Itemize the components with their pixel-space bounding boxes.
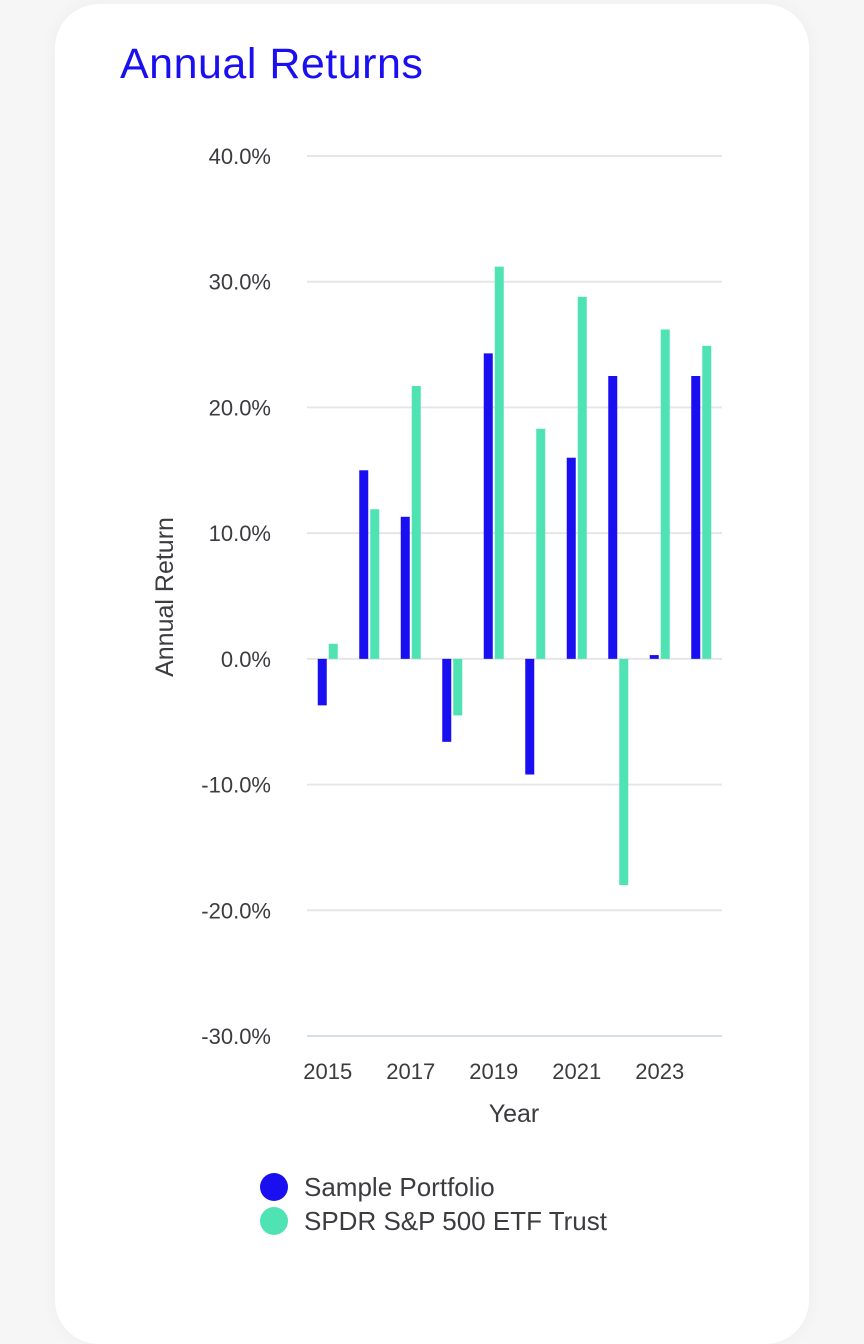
bar-benchmark-2023[interactable] [660, 329, 670, 659]
x-tick-label: 2019 [469, 1059, 518, 1084]
bar-benchmark-2016[interactable] [370, 509, 380, 659]
bar-portfolio-2017[interactable] [400, 516, 410, 659]
bar-benchmark-2020[interactable] [536, 428, 546, 659]
y-tick-label: 10.0% [209, 521, 271, 546]
y-tick-label: 30.0% [209, 270, 271, 295]
x-tick-label: 2023 [635, 1059, 684, 1084]
bar-portfolio-2021[interactable] [566, 457, 576, 659]
bar-benchmark-2021[interactable] [577, 296, 587, 659]
bar-benchmark-2022[interactable] [619, 658, 629, 886]
bar-portfolio-2020[interactable] [525, 658, 535, 775]
y-tick-label: -30.0% [201, 1024, 271, 1049]
bar-portfolio-2016[interactable] [359, 470, 369, 659]
bar-portfolio-2024[interactable] [691, 376, 701, 659]
legend-item-benchmark[interactable]: SPDR S&P 500 ETF Trust [260, 1204, 607, 1238]
x-axis-title: Year [489, 1100, 540, 1128]
y-tick-label: 40.0% [209, 144, 271, 169]
bar-benchmark-2015[interactable] [328, 643, 338, 659]
legend: Sample Portfolio SPDR S&P 500 ETF Trust [260, 1170, 607, 1238]
legend-label-benchmark: SPDR S&P 500 ETF Trust [304, 1205, 607, 1236]
grid-lines [307, 155, 722, 1037]
bar-chart: 40.0% 30.0% 20.0% 10.0% 0.0% -10.0% -20.0% -30.… [151, 144, 722, 1128]
x-tick-label: 2021 [552, 1059, 601, 1084]
y-tick-label: 20.0% [209, 395, 271, 420]
y-tick-label: 0.0% [221, 647, 271, 672]
y-tick-label: -10.0% [201, 773, 271, 798]
bars [317, 266, 712, 886]
y-axis-ticks: 40.0% 30.0% 20.0% 10.0% 0.0% -10.0% -20.0% -30.… [201, 144, 271, 1049]
bar-benchmark-2017[interactable] [411, 386, 421, 659]
chart-card [55, 4, 809, 1344]
x-tick-label: 2017 [386, 1059, 435, 1084]
bar-benchmark-2019[interactable] [494, 266, 504, 659]
legend-item-portfolio[interactable]: Sample Portfolio [260, 1170, 607, 1204]
legend-label-portfolio: Sample Portfolio [304, 1171, 495, 1202]
bar-portfolio-2022[interactable] [608, 376, 618, 659]
legend-swatch-benchmark [260, 1207, 288, 1235]
y-axis-title: Annual Return [151, 517, 179, 677]
bar-portfolio-2018[interactable] [442, 658, 452, 742]
bar-portfolio-2023[interactable] [649, 655, 659, 659]
x-axis-ticks: 2015 2017 2019 2021 2023 [303, 1059, 684, 1084]
bar-portfolio-2019[interactable] [483, 353, 493, 659]
bar-benchmark-2024[interactable] [702, 345, 712, 659]
y-tick-label: -20.0% [201, 898, 271, 923]
bar-portfolio-2015[interactable] [317, 658, 327, 706]
x-tick-label: 2015 [303, 1059, 352, 1084]
bar-benchmark-2018[interactable] [453, 658, 463, 716]
chart-title: Annual Returns [120, 40, 424, 88]
legend-swatch-portfolio [260, 1173, 288, 1201]
